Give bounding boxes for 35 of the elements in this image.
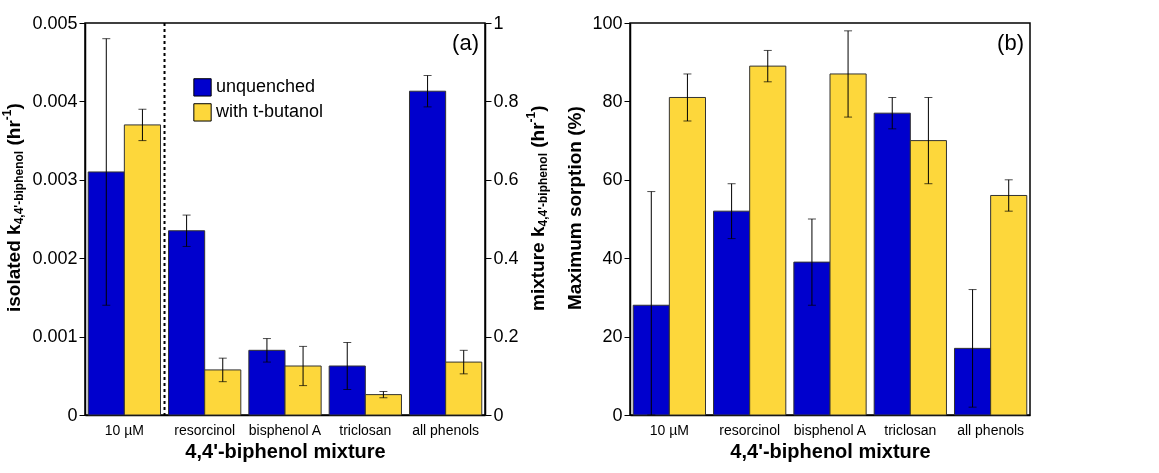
y2-tick-label: 0: [493, 404, 504, 425]
x-tick-label: triclosan: [884, 421, 937, 438]
y-tick-label: 0.002: [32, 247, 78, 268]
x-tick-label: bisphenol A: [248, 421, 322, 438]
y-tick-label: 0.004: [32, 90, 78, 111]
y2-tick-label: 0.2: [493, 326, 519, 347]
legend-label: with t-butanol: [215, 101, 324, 122]
y-tick-label: 60: [602, 169, 623, 190]
x-tick-label: resorcinol: [174, 421, 236, 438]
x-tick-label: bisphenol A: [794, 421, 868, 438]
y-tick-label: 0.003: [32, 169, 78, 190]
x-tick-label: triclosan: [339, 421, 392, 438]
x-tick-label: resorcinol: [719, 421, 781, 438]
y-tick-label: 0: [612, 404, 623, 425]
y2-tick-label: 0.8: [493, 90, 519, 111]
annotation: (a): [452, 30, 480, 55]
y2-tick-label: 1: [493, 12, 504, 33]
y-tick-label: 80: [602, 90, 623, 111]
y2-tick-label: 0.6: [493, 169, 519, 190]
y-tick-label: 0: [67, 404, 78, 425]
y-axis-title: Maximum sorption (%): [564, 105, 587, 312]
y-tick-label: 100: [592, 12, 623, 33]
y-tick-label: 40: [602, 247, 623, 268]
x-axis-title: 4,4'-biphenol mixture: [730, 439, 931, 462]
x-tick-label: 10 µM: [104, 421, 145, 438]
x-tick-label: 10 µM: [650, 421, 690, 438]
x-axis-title: 4,4'-biphenol mixture: [185, 439, 386, 462]
x-tick-label: all phenols: [957, 421, 1025, 438]
y2-tick-label: 0.4: [493, 247, 519, 268]
y-tick-label: 20: [602, 326, 623, 347]
annotation: (b): [997, 30, 1025, 55]
y-tick-label: 0.005: [32, 12, 78, 33]
legend-label: unquenched: [216, 76, 316, 97]
x-tick-label: all phenols: [412, 421, 480, 438]
y-tick-label: 0.001: [32, 326, 78, 347]
